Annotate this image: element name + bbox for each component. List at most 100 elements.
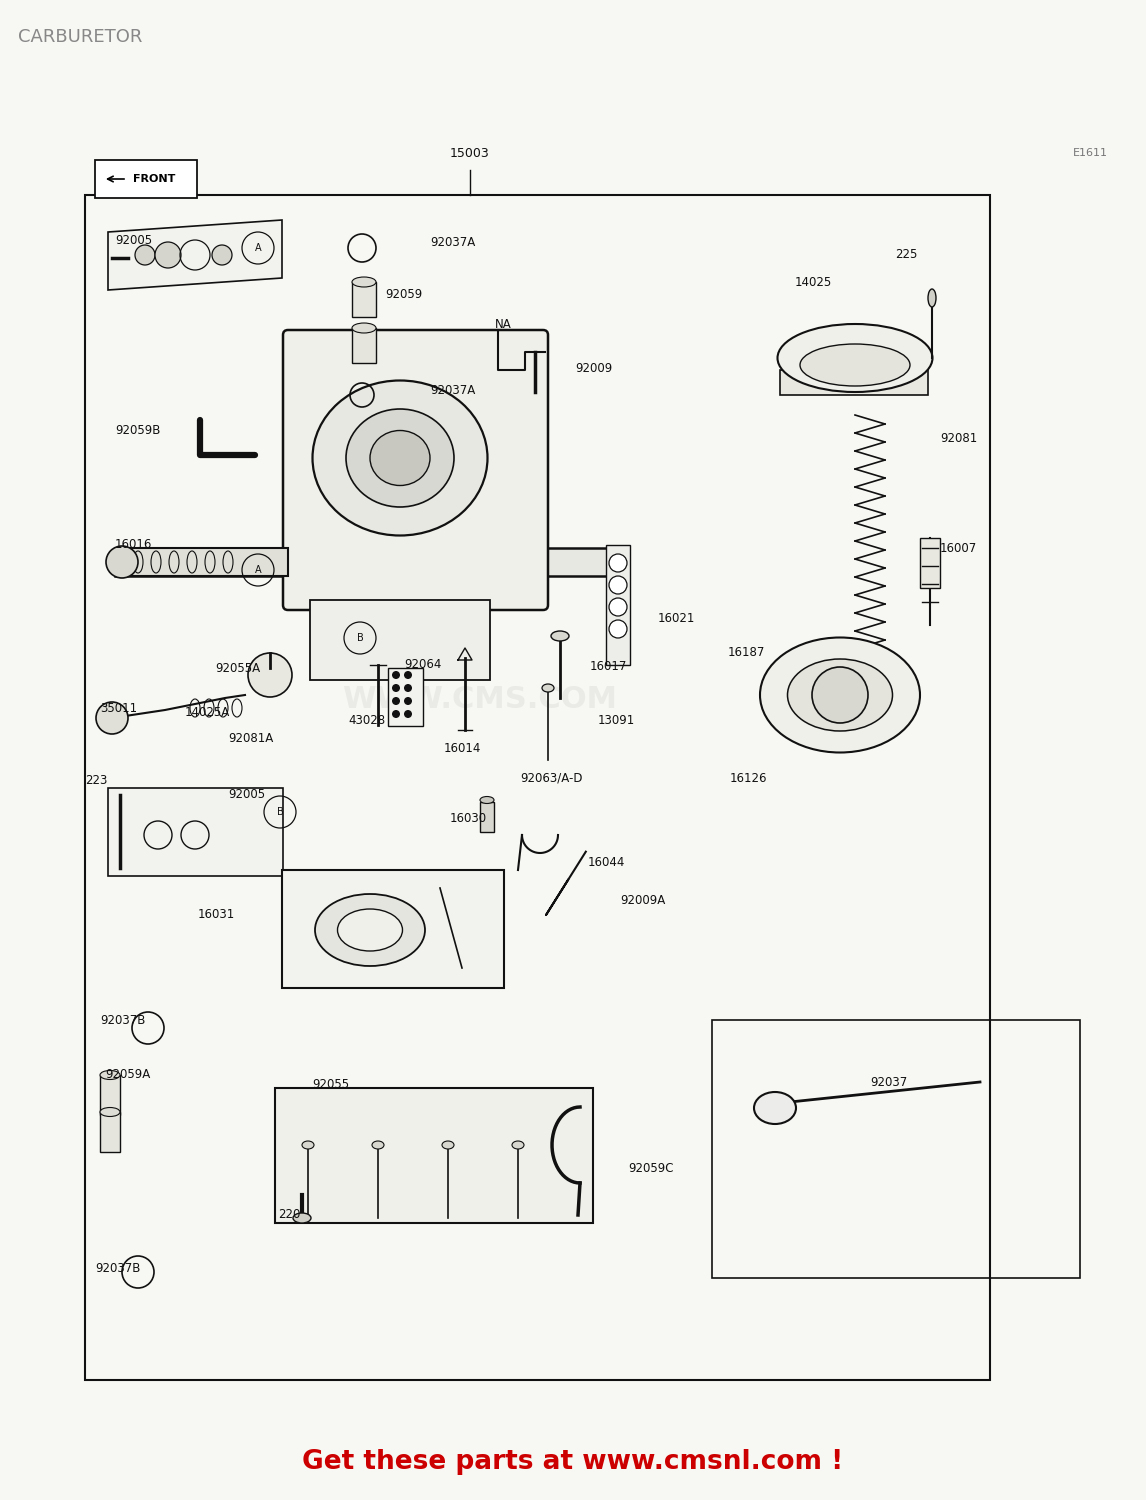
Text: 16014: 16014 [444,741,481,754]
Text: 35011: 35011 [100,702,138,714]
Ellipse shape [372,1142,384,1149]
Bar [712,1020,1080,1278]
Circle shape [609,598,627,616]
Text: A: A [254,566,261,574]
Text: 92037A: 92037A [430,384,476,396]
Text: WWW.CMS.COM: WWW.CMS.COM [343,686,618,714]
Circle shape [813,668,868,723]
Ellipse shape [100,1071,120,1080]
Circle shape [405,670,413,680]
Text: 92005: 92005 [228,789,265,801]
Text: 16187: 16187 [728,645,766,658]
Ellipse shape [370,430,430,486]
Circle shape [248,652,292,698]
Bar [606,544,630,664]
Bar [85,195,990,1380]
Ellipse shape [352,322,376,333]
Text: 92009: 92009 [575,362,612,375]
Circle shape [96,702,128,734]
Text: FRONT: FRONT [133,174,175,184]
Circle shape [392,698,400,705]
Text: 92063/A-D: 92063/A-D [520,771,582,784]
Bar [480,802,494,832]
Text: 16044: 16044 [588,855,626,868]
Text: A: A [254,243,261,254]
Circle shape [155,242,181,268]
Ellipse shape [313,381,487,536]
Ellipse shape [787,658,893,730]
Text: E1611: E1611 [1073,148,1108,158]
Text: 92081A: 92081A [228,732,273,744]
Text: 92059B: 92059B [115,423,160,436]
Circle shape [609,554,627,572]
Circle shape [392,710,400,718]
Ellipse shape [928,290,936,308]
Bar [115,548,290,576]
Text: 14025: 14025 [795,276,832,288]
Text: Get these parts at www.cmsnl.com !: Get these parts at www.cmsnl.com ! [303,1449,843,1474]
Bar [282,870,504,988]
Text: 92037A: 92037A [430,236,476,249]
Polygon shape [108,220,282,290]
Bar [118,548,288,576]
Circle shape [405,698,413,705]
Text: 15003: 15003 [450,147,489,160]
Ellipse shape [480,796,494,804]
Ellipse shape [338,909,402,951]
Text: 14025A: 14025A [185,705,230,718]
Ellipse shape [352,278,376,286]
Bar [100,1112,120,1152]
Bar [95,160,197,198]
Text: 16126: 16126 [730,771,768,784]
Text: 92059C: 92059C [628,1161,674,1174]
Ellipse shape [542,684,554,692]
Bar [108,788,283,876]
Ellipse shape [315,894,425,966]
Ellipse shape [800,344,910,386]
Text: 92055A: 92055A [215,662,260,675]
Text: CARBURETOR: CARBURETOR [18,28,142,46]
Ellipse shape [346,410,454,507]
Text: 220: 220 [278,1209,300,1221]
Text: 16007: 16007 [940,542,978,555]
Bar [780,370,928,394]
Text: 223: 223 [85,774,108,786]
Text: 92059: 92059 [385,288,422,302]
Text: 92037B: 92037B [95,1262,140,1275]
Circle shape [609,576,627,594]
Bar [920,538,940,588]
Bar [311,600,490,680]
Text: 92059A: 92059A [105,1068,150,1082]
Circle shape [212,244,231,266]
Text: 225: 225 [895,249,918,261]
Ellipse shape [551,632,570,640]
Text: 92037B: 92037B [100,1014,146,1026]
Text: B: B [356,633,363,644]
Text: 16016: 16016 [115,538,152,552]
Circle shape [609,620,627,638]
Bar [352,282,376,316]
Text: 16030: 16030 [450,812,487,825]
Circle shape [405,684,413,692]
Ellipse shape [293,1214,311,1222]
Text: 92055: 92055 [312,1078,350,1092]
Circle shape [405,710,413,718]
Bar [542,548,627,576]
Text: 92037: 92037 [870,1076,908,1089]
Bar [388,668,423,726]
Circle shape [105,546,138,578]
Text: 92064: 92064 [405,658,441,672]
Text: 92009A: 92009A [620,894,665,906]
Ellipse shape [777,324,933,392]
Ellipse shape [303,1142,314,1149]
Bar [352,328,376,363]
Circle shape [392,684,400,692]
Text: 16031: 16031 [198,909,235,921]
Text: 92005: 92005 [115,234,152,246]
Ellipse shape [754,1092,796,1124]
Circle shape [135,244,155,266]
Ellipse shape [100,1107,120,1116]
Text: 43028: 43028 [348,714,385,726]
Text: 92081: 92081 [940,432,978,444]
Ellipse shape [512,1142,524,1149]
